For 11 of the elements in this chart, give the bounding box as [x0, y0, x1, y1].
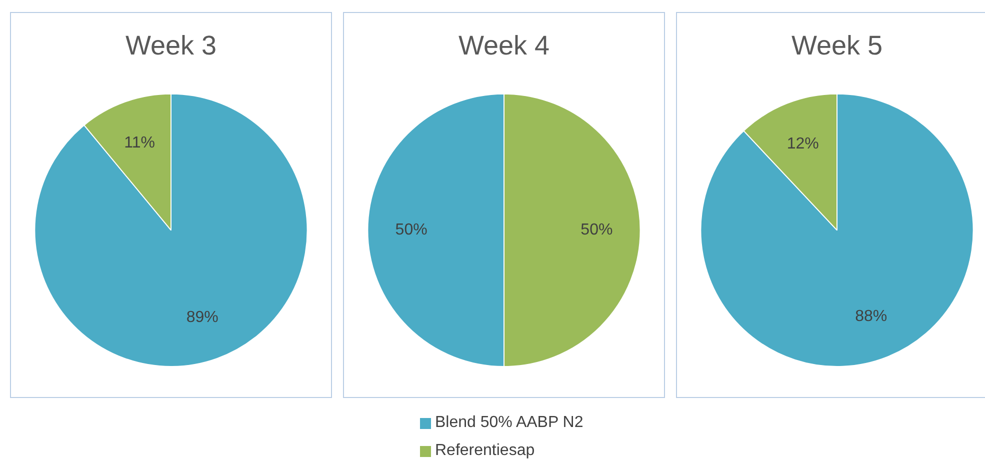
data-label: 12% — [786, 135, 819, 152]
legend-label: Blend 50% AABP N2 — [435, 414, 584, 432]
data-label: 11% — [124, 134, 156, 152]
data-label: 50% — [395, 222, 428, 239]
data-label: 50% — [580, 222, 613, 239]
data-label: 89% — [186, 308, 218, 326]
chart-title: Week 4 — [458, 30, 550, 61]
legend-label: Referentiesap — [435, 442, 535, 460]
chart-title: Week 5 — [791, 30, 883, 61]
chart-title: Week 3 — [125, 30, 217, 61]
data-label: 88% — [855, 308, 888, 325]
